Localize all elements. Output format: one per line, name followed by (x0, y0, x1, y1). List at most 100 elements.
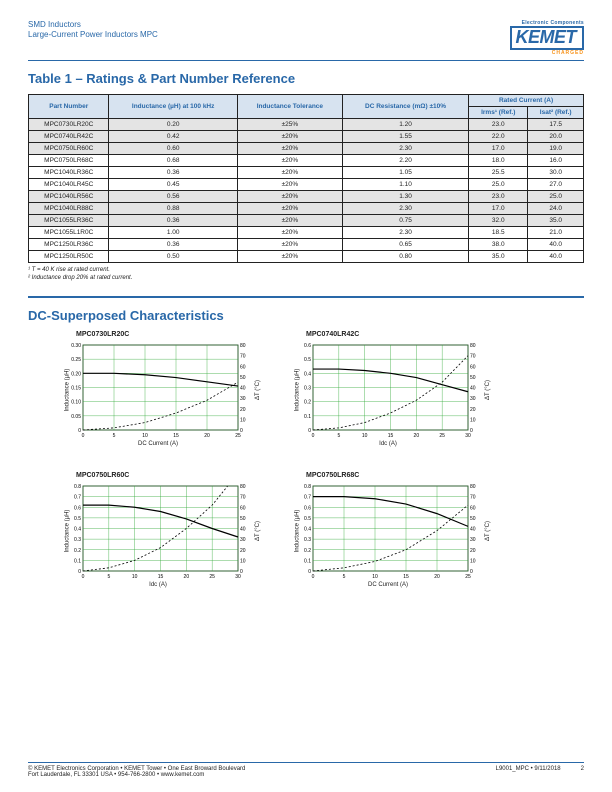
svg-text:0.3: 0.3 (304, 537, 311, 543)
svg-text:0.20: 0.20 (71, 371, 81, 377)
svg-text:0.25: 0.25 (71, 357, 81, 363)
svg-text:0.7: 0.7 (304, 495, 311, 501)
svg-text:30: 30 (470, 537, 476, 543)
cell: MPC1040LR88C (29, 202, 109, 214)
footer: © KEMET Electronics Corporation • KEMET … (28, 762, 584, 778)
cell: 20.0 (528, 130, 584, 142)
xlabel: DC Current (A) (58, 441, 258, 447)
footer-left: © KEMET Electronics Corporation • KEMET … (28, 766, 245, 778)
table-row: MPC1040LR88C0.88±20%2.3017.024.0 (29, 202, 584, 214)
ylabel-right: ΔT (°C) (255, 521, 261, 541)
svg-text:0.6: 0.6 (304, 505, 311, 511)
svg-text:10: 10 (470, 417, 476, 423)
cell: ±20% (237, 130, 342, 142)
chart-plot: Inductance (µH) 051015202500.050.100.150… (58, 340, 258, 440)
ylabel-right: ΔT (°C) (255, 380, 261, 400)
svg-text:15: 15 (158, 574, 164, 580)
svg-text:40: 40 (470, 526, 476, 532)
cell: 21.0 (528, 226, 584, 238)
cell: ±20% (237, 202, 342, 214)
table-row: MPC0740LR42C0.42±20%1.5522.020.0 (29, 130, 584, 142)
cell: 25.0 (469, 178, 528, 190)
dc-title: DC-Superposed Characteristics (28, 308, 584, 323)
svg-text:60: 60 (240, 364, 246, 370)
svg-text:5: 5 (343, 574, 346, 580)
table-row: MPC0730LR20C0.20±25%1.2023.017.5 (29, 118, 584, 130)
cell: 23.0 (469, 118, 528, 130)
svg-text:30: 30 (240, 537, 246, 543)
svg-text:20: 20 (414, 433, 420, 439)
svg-text:20: 20 (434, 574, 440, 580)
svg-text:5: 5 (113, 433, 116, 439)
cell: 0.68 (109, 154, 237, 166)
logo-block: Electronic Components KEMET CHARGED (510, 20, 585, 56)
footer-pagenum: 2 (581, 766, 584, 778)
ylabel-left: Inductance (µH) (64, 368, 70, 411)
svg-text:10: 10 (470, 558, 476, 564)
svg-text:50: 50 (470, 516, 476, 522)
cell: 35.0 (469, 250, 528, 262)
svg-text:0.6: 0.6 (304, 343, 311, 349)
svg-text:5: 5 (337, 433, 340, 439)
svg-text:0: 0 (78, 428, 81, 434)
svg-text:70: 70 (240, 354, 246, 360)
svg-text:0: 0 (312, 574, 315, 580)
svg-text:10: 10 (362, 433, 368, 439)
th-inductance: Inductance (µH) at 100 kHz (109, 94, 237, 118)
cell: 40.0 (528, 238, 584, 250)
cell: 22.0 (469, 130, 528, 142)
chart: MPC0740LR42C Inductance (µH) 05101520253… (288, 331, 488, 447)
cell: 18.0 (469, 154, 528, 166)
footnotes: ¹ T = 40 K rise at rated current. ² Indu… (28, 267, 584, 283)
th-dcr: DC Resistance (mΩ) ±10% (342, 94, 468, 118)
cell: 1.05 (342, 166, 468, 178)
svg-text:20: 20 (470, 407, 476, 413)
cell: MPC1055LR36C (29, 214, 109, 226)
chart-plot: Inductance (µH) 05101520253000.10.20.30.… (58, 481, 258, 581)
cell: ±20% (237, 214, 342, 226)
cell: 38.0 (469, 238, 528, 250)
svg-text:0: 0 (312, 433, 315, 439)
cell: ±20% (237, 142, 342, 154)
svg-text:0.15: 0.15 (71, 385, 81, 391)
ratings-table: Part Number Inductance (µH) at 100 kHz I… (28, 94, 584, 263)
page: SMD Inductors Large-Current Power Induct… (0, 0, 612, 792)
svg-text:0.5: 0.5 (304, 357, 311, 363)
svg-text:70: 70 (470, 495, 476, 501)
table-row: MPC1040LR56C0.56±20%1.3023.025.0 (29, 190, 584, 202)
ylabel-right: ΔT (°C) (485, 521, 491, 541)
chart-title: MPC0750LR68C (288, 472, 488, 479)
svg-text:50: 50 (240, 375, 246, 381)
svg-text:60: 60 (470, 364, 476, 370)
ylabel-left: Inductance (µH) (294, 368, 300, 411)
svg-text:70: 70 (470, 354, 476, 360)
cell: 1.10 (342, 178, 468, 190)
svg-text:70: 70 (240, 495, 246, 501)
svg-text:0.1: 0.1 (304, 414, 311, 420)
footnote-1: ¹ T = 40 K rise at rated current. (28, 267, 584, 275)
cell: 2.20 (342, 154, 468, 166)
th-isat: Isat² (Ref.) (528, 106, 584, 118)
svg-text:0.4: 0.4 (304, 371, 311, 377)
svg-text:30: 30 (470, 396, 476, 402)
ylabel-left: Inductance (µH) (294, 509, 300, 552)
svg-text:0.8: 0.8 (74, 484, 81, 490)
cell: MPC0730LR20C (29, 118, 109, 130)
cell: 1.20 (342, 118, 468, 130)
th-rated: Rated Current (A) (469, 94, 584, 106)
svg-text:0.3: 0.3 (74, 537, 81, 543)
cell: 1.00 (109, 226, 237, 238)
svg-text:0.7: 0.7 (74, 495, 81, 501)
cell: 0.36 (109, 238, 237, 250)
header: SMD Inductors Large-Current Power Induct… (28, 20, 584, 61)
charts-row: MPC0730LR20C Inductance (µH) 05101520250… (28, 331, 584, 447)
footer-docid: L9001_MPC • 9/11/2018 (496, 766, 561, 778)
cell: 24.0 (528, 202, 584, 214)
cell: ±25% (237, 118, 342, 130)
chart-title: MPC0730LR20C (58, 331, 258, 338)
cell: 23.0 (469, 190, 528, 202)
svg-text:0: 0 (82, 433, 85, 439)
svg-text:60: 60 (240, 505, 246, 511)
svg-text:0.10: 0.10 (71, 400, 81, 406)
table-row: MPC1040LR36C0.36±20%1.0525.530.0 (29, 166, 584, 178)
